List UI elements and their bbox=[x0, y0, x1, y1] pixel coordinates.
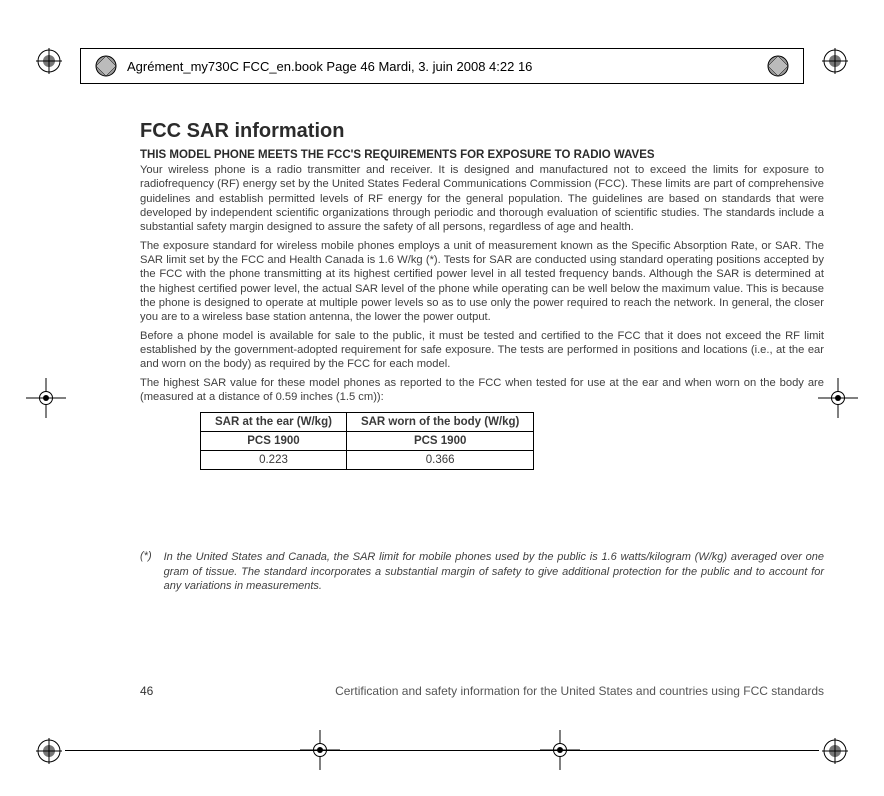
page-footer: 46 Certification and safety information … bbox=[140, 684, 824, 698]
footnote: (*) In the United States and Canada, the… bbox=[140, 550, 824, 593]
header-filename: Agrément_my730C FCC_en.book Page 46 Mard… bbox=[127, 59, 757, 74]
document-header-bar: Agrément_my730C FCC_en.book Page 46 Mard… bbox=[80, 48, 804, 84]
crop-line bbox=[65, 750, 819, 751]
footer-text: Certification and safety information for… bbox=[183, 684, 824, 698]
reg-mark-icon bbox=[36, 738, 62, 764]
reg-mark-icon bbox=[822, 738, 848, 764]
cross-mark-icon bbox=[26, 378, 66, 418]
cross-mark-icon bbox=[818, 378, 858, 418]
table-row: 0.223 0.366 bbox=[201, 451, 534, 470]
reg-mark-icon bbox=[822, 48, 848, 74]
body-paragraph: Your wireless phone is a radio transmitt… bbox=[140, 163, 824, 235]
table-row: PCS 1900 PCS 1900 bbox=[201, 432, 534, 451]
body-paragraph: The highest SAR value for these model ph… bbox=[140, 376, 824, 405]
page-content: FCC SAR information THIS MODEL PHONE MEE… bbox=[140, 120, 824, 593]
table-header-cell: PCS 1900 bbox=[201, 432, 347, 451]
table-header-cell: SAR at the ear (W/kg) bbox=[201, 413, 347, 432]
sar-table: SAR at the ear (W/kg) SAR worn of the bo… bbox=[200, 412, 534, 470]
table-row: SAR at the ear (W/kg) SAR worn of the bo… bbox=[201, 413, 534, 432]
page-number: 46 bbox=[140, 684, 153, 698]
table-header-cell: PCS 1900 bbox=[346, 432, 533, 451]
table-cell: 0.366 bbox=[346, 451, 533, 470]
ornament-icon bbox=[767, 55, 789, 77]
body-paragraph: Before a phone model is available for sa… bbox=[140, 329, 824, 372]
body-paragraph: The exposure standard for wireless mobil… bbox=[140, 239, 824, 325]
footnote-text: In the United States and Canada, the SAR… bbox=[164, 550, 824, 593]
table-header-cell: SAR worn of the body (W/kg) bbox=[346, 413, 533, 432]
ornament-icon bbox=[95, 55, 117, 77]
reg-mark-icon bbox=[36, 48, 62, 74]
subheading: THIS MODEL PHONE MEETS THE FCC'S REQUIRE… bbox=[140, 149, 824, 161]
table-cell: 0.223 bbox=[201, 451, 347, 470]
footnote-marker: (*) bbox=[140, 550, 152, 593]
page-title: FCC SAR information bbox=[140, 120, 824, 143]
